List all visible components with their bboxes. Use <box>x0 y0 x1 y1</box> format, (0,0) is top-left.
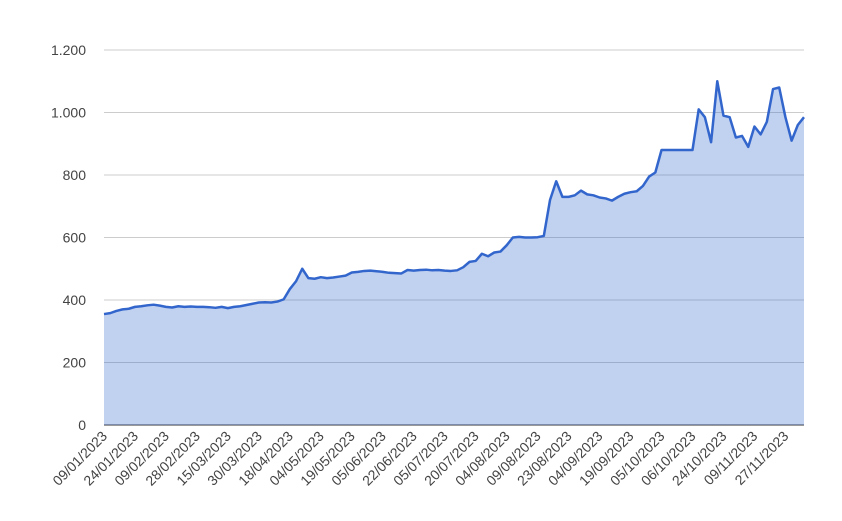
y-tick-label: 400 <box>63 292 87 308</box>
y-tick-label: 200 <box>63 355 87 371</box>
y-tick-label: 1.000 <box>51 105 86 121</box>
y-tick-label: 600 <box>63 230 87 246</box>
y-tick-label: 0 <box>78 417 86 433</box>
area-line <box>103 80 805 316</box>
area-fill <box>104 81 804 425</box>
y-tick-label: 1.200 <box>51 42 86 58</box>
y-tick-label: 800 <box>63 167 87 183</box>
